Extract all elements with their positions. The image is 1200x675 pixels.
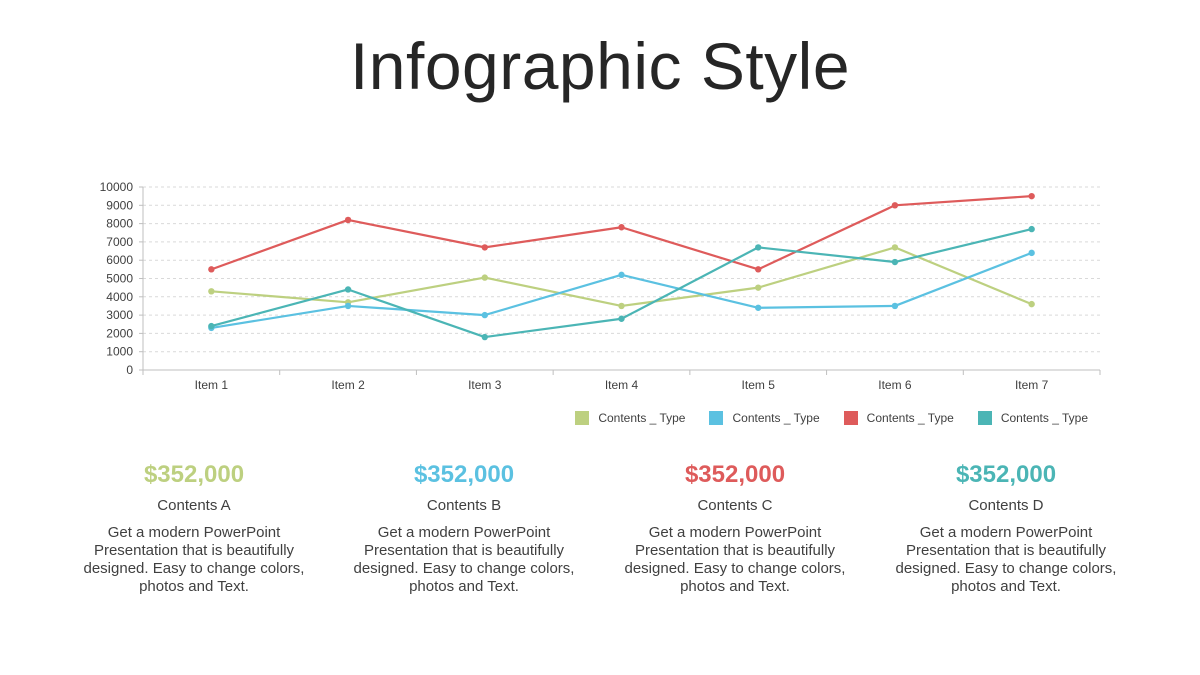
summary-card-d: $352,000 Contents D Get a modern PowerPo…	[891, 458, 1121, 596]
summary-card-b: $352,000 Contents B Get a modern PowerPo…	[349, 458, 579, 596]
card-name: Contents D	[968, 497, 1044, 514]
y-tick-label: 1000	[106, 345, 133, 359]
card-description: Get a modern PowerPoint Presentation tha…	[83, 524, 305, 595]
legend-item: Contents _ Type	[843, 411, 954, 425]
data-point	[208, 266, 215, 273]
x-tick-label: Item 1	[195, 378, 229, 392]
data-point	[208, 322, 215, 330]
y-tick-label: 0	[126, 363, 133, 377]
legend-item: Contents _ Type	[709, 411, 820, 425]
data-point	[208, 288, 215, 295]
data-point	[481, 274, 488, 281]
data-point	[755, 304, 762, 311]
legend-label: Contents _ Type	[866, 411, 954, 425]
data-point	[1028, 300, 1035, 308]
x-tick-label: Item 4	[605, 378, 639, 392]
card-value: $352,000	[143, 461, 245, 488]
y-tick-label: 4000	[106, 290, 133, 304]
chart-legend: Contents _ Type Contents _ Type Contents…	[575, 411, 1088, 425]
data-point	[755, 244, 762, 251]
y-tick-label: 6000	[106, 253, 133, 267]
summary-card-a: $352,000 Contents A Get a modern PowerPo…	[79, 458, 309, 596]
summary-card-c: $352,000 Contents C Get a modern PowerPo…	[620, 458, 850, 596]
data-point	[755, 266, 762, 273]
data-point	[891, 258, 899, 266]
y-tick-label: 3000	[106, 308, 133, 322]
line-chart: 0 1000 2000 3000 4000 5000 6000 7000 8000 9000 100…	[100, 180, 1101, 392]
y-tick-label: 2000	[106, 326, 133, 340]
card-name: Contents B	[426, 497, 502, 514]
card-description: Get a modern PowerPoint Presentation tha…	[624, 524, 846, 595]
y-tick-label: 10000	[100, 180, 134, 194]
legend-item: Contents _ Type	[575, 411, 685, 425]
data-point	[891, 302, 899, 310]
legend-label: Contents _ Type	[598, 411, 686, 425]
data-point	[344, 286, 352, 293]
legend-swatch	[977, 411, 992, 425]
card-name: Contents C	[697, 497, 773, 514]
data-point	[481, 244, 488, 251]
data-point	[618, 224, 625, 231]
data-point	[344, 216, 352, 224]
y-tick-label: 7000	[106, 235, 133, 249]
data-point	[891, 244, 899, 251]
card-value: $352,000	[413, 461, 515, 488]
slide-title: Infographic Style	[349, 29, 851, 103]
x-tick-label: Item 3	[468, 378, 502, 392]
data-point	[481, 333, 488, 341]
card-description: Get a modern PowerPoint Presentation tha…	[353, 524, 575, 595]
data-point	[1028, 225, 1035, 233]
data-point	[618, 315, 625, 322]
y-tick-label: 5000	[106, 272, 133, 286]
legend-label: Contents _ Type	[732, 411, 820, 425]
data-point	[618, 271, 625, 279]
x-tick-label: Item 7	[1015, 378, 1049, 392]
legend-swatch	[575, 411, 590, 425]
data-point	[481, 311, 488, 319]
legend-swatch	[843, 411, 858, 425]
x-tick-label: Item 2	[331, 378, 365, 392]
y-tick-label: 9000	[106, 198, 133, 212]
data-point	[618, 302, 625, 310]
card-value: $352,000	[955, 461, 1057, 488]
legend-swatch	[709, 411, 724, 425]
data-point	[1028, 192, 1035, 200]
x-tick-label: Item 5	[742, 378, 776, 392]
y-tick-label: 8000	[106, 217, 133, 231]
data-point	[1028, 249, 1035, 257]
card-value: $352,000	[684, 461, 786, 488]
legend-item: Contents _ Type	[977, 411, 1088, 425]
data-point	[891, 202, 899, 209]
data-point	[344, 302, 352, 310]
card-name: Contents A	[157, 497, 231, 514]
data-point	[755, 284, 762, 291]
legend-label: Contents _ Type	[1000, 411, 1088, 425]
card-description: Get a modern PowerPoint Presentation tha…	[895, 524, 1117, 595]
x-tick-label: Item 6	[878, 378, 912, 392]
